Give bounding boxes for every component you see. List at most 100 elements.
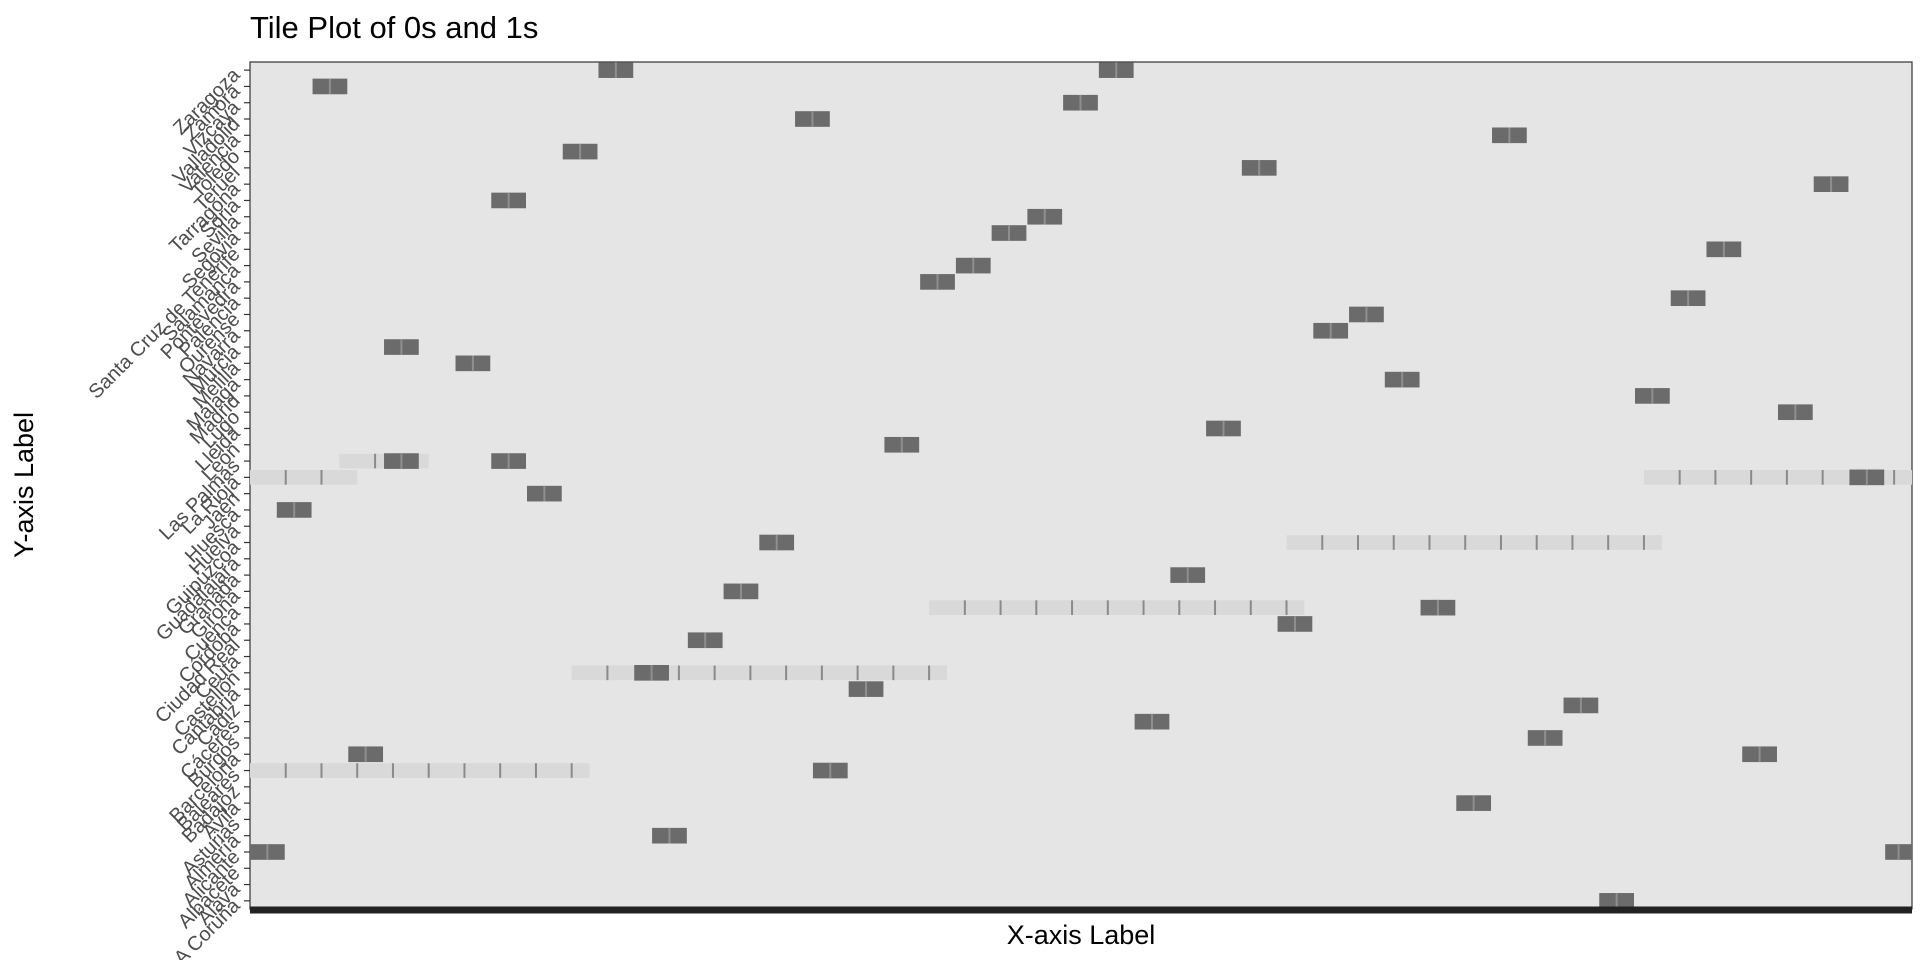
tile-seam — [739, 583, 742, 600]
mixed-band-0 — [250, 470, 358, 485]
band-separator — [320, 763, 323, 778]
band-separator — [534, 763, 537, 778]
band-separator — [284, 763, 287, 778]
y-axis-label: Y-axis Label — [9, 412, 39, 558]
band-separator — [963, 600, 966, 615]
mixed-band-3 — [1286, 535, 1662, 550]
tile-seam — [1258, 160, 1261, 176]
tile-seam — [400, 453, 403, 469]
band-separator — [320, 470, 323, 485]
band-separator — [1178, 600, 1181, 615]
band-separator — [1714, 470, 1717, 485]
tile-seam — [1329, 322, 1332, 339]
tile-seam — [579, 143, 582, 160]
tile-seam — [1758, 746, 1761, 763]
band-separator — [820, 665, 823, 681]
tile-seam — [1293, 616, 1296, 632]
tile-seam — [507, 192, 510, 209]
band-separator — [1571, 535, 1574, 550]
band-separator — [1499, 535, 1502, 550]
tile-seam — [1865, 469, 1868, 486]
band-separator — [1071, 600, 1074, 615]
tile-seam — [865, 681, 868, 697]
tile-seam — [364, 746, 367, 763]
band-separator — [356, 763, 359, 778]
x-axis-label: X-axis Label — [1007, 920, 1156, 950]
tile-seam — [811, 111, 814, 127]
tile-seam — [1008, 225, 1011, 241]
band-separator — [374, 453, 377, 469]
tile-seam — [266, 844, 269, 860]
band-separator — [1785, 470, 1788, 485]
tile-seam — [1579, 697, 1582, 714]
tile-layer — [250, 62, 1912, 909]
tile-seam — [1222, 420, 1225, 437]
tile-seam — [1508, 127, 1511, 144]
band-separator — [1642, 535, 1645, 550]
band-separator — [1607, 535, 1610, 550]
band-separator — [1464, 535, 1467, 550]
tile-seam — [471, 355, 474, 372]
tile-seam — [1687, 290, 1690, 307]
tile-seam — [614, 62, 617, 78]
tile-seam — [1365, 306, 1368, 323]
tile-seam — [507, 453, 510, 469]
tile-seam — [1794, 404, 1797, 421]
tile-seam — [1615, 893, 1618, 909]
tile-seam — [1079, 94, 1082, 111]
band-separator — [1249, 600, 1252, 615]
band-separator — [1821, 470, 1824, 485]
tile-seam — [328, 78, 331, 95]
band-separator — [892, 665, 895, 681]
tile-seam — [1043, 208, 1046, 225]
tile-seam — [829, 762, 832, 779]
tile-seam — [936, 274, 939, 290]
band-separator — [1535, 535, 1538, 550]
band-separator — [1392, 535, 1395, 550]
tile-seam — [972, 257, 975, 274]
tile-seam — [1651, 388, 1654, 404]
tile-seam — [668, 827, 671, 844]
tile-seam — [1115, 62, 1118, 78]
band-separator — [499, 763, 502, 778]
mixed-band-5 — [571, 665, 947, 681]
tile-seam — [1722, 241, 1725, 258]
tile-seam — [1401, 371, 1404, 388]
band-separator — [749, 665, 752, 681]
tile-seam — [1544, 730, 1547, 746]
tile-seam — [1150, 713, 1153, 730]
band-separator — [1750, 470, 1753, 485]
band-separator — [713, 665, 716, 681]
band-separator — [677, 665, 680, 681]
tile-seam — [1897, 844, 1900, 860]
mixed-band-1 — [1643, 470, 1912, 485]
band-separator — [427, 763, 430, 778]
band-separator — [1678, 470, 1681, 485]
tile-seam — [900, 436, 903, 453]
tile-seam — [543, 485, 546, 502]
band-separator — [1357, 535, 1359, 550]
band-separator — [1106, 600, 1109, 615]
band-separator — [1142, 600, 1145, 615]
band-separator — [1321, 535, 1324, 550]
plot-panel — [249, 61, 1913, 910]
band-separator — [463, 763, 466, 778]
band-separator — [606, 665, 609, 681]
band-separator — [928, 665, 931, 681]
band-separator — [1428, 535, 1431, 550]
tile-seam — [1830, 176, 1833, 192]
tile-seam — [775, 534, 778, 551]
band-separator — [570, 763, 573, 778]
mixed-band-4 — [929, 600, 1305, 615]
tile-seam — [650, 664, 653, 681]
band-separator — [284, 470, 287, 485]
band-separator — [1035, 600, 1038, 615]
tile-seam — [293, 502, 296, 518]
tile-seam — [400, 339, 403, 355]
band-separator — [1214, 600, 1217, 615]
tile-seam — [1472, 795, 1475, 811]
tile-seam — [1186, 567, 1189, 583]
band-separator — [785, 665, 788, 681]
tile-seam — [704, 632, 707, 649]
